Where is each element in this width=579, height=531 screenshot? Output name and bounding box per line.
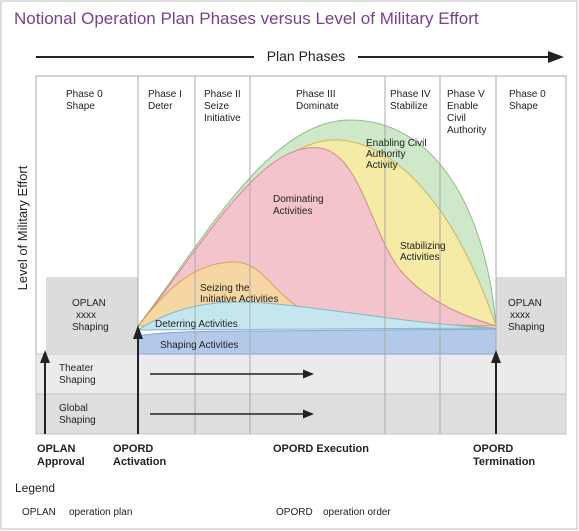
phase-header-3-dominate: Phase III Dominate — [296, 89, 339, 112]
legend-opord-abbr: OPORD — [276, 507, 313, 518]
oplan-approval-arrowhead — [40, 350, 50, 363]
legend-oplan-abbr: OPLAN — [22, 507, 56, 518]
oplan-left-box — [46, 277, 138, 354]
opord-execution-label: OPORD Execution — [273, 443, 369, 455]
plan-phases-arrowhead — [548, 51, 564, 63]
shaping-activities-label: Shaping Activities — [160, 340, 238, 351]
global-shaping-label: Global Shaping — [59, 403, 96, 426]
legend-title: Legend — [15, 481, 55, 495]
oplan-right-box — [496, 277, 566, 354]
dominating-activities-label: Dominating Activities — [273, 194, 326, 217]
phase-header-4-stabilize: Phase IV Stabilize — [390, 89, 433, 112]
opord-termination-arrowhead — [491, 350, 501, 363]
oplan-right-label: OPLAN xxxx Shaping — [508, 298, 545, 333]
theater-shaping-arrowhead — [303, 369, 314, 379]
phase-header-0-shape: Phase 0 Shape — [66, 89, 105, 112]
stabilizing-activities-label: Stabilizing Activities — [400, 241, 448, 263]
seizing-initiative-label: Seizing the Initiative Activities — [200, 283, 278, 305]
phase-header-2-seize: Phase II Seize Initiative — [204, 89, 243, 124]
global-shaping-arrowhead — [303, 409, 314, 419]
legend-oplan-desc: operation plan — [69, 507, 132, 518]
phase-header-1-deter: Phase I Deter — [148, 89, 185, 112]
theater-shaping-label: Theater Shaping — [59, 363, 96, 386]
opord-termination-label: OPORD Termination — [473, 443, 535, 468]
opord-activation-label: OPORD Activation — [113, 443, 166, 468]
phase-header-0-shape-end: Phase 0 Shape — [509, 89, 548, 112]
diagram-title: Notional Operation Plan Phases versus Le… — [14, 9, 479, 28]
enabling-civil-authority-label: Enabling Civil Authority Activity — [366, 138, 429, 171]
deterring-area — [136, 301, 497, 331]
opord-activation-arrowhead — [133, 325, 143, 339]
y-axis-label: Level of Military Effort — [15, 165, 30, 290]
oplan-left-label: OPLAN xxxx Shaping — [72, 298, 109, 333]
deterring-activities-label: Deterring Activities — [155, 319, 238, 330]
oplan-approval-label: OPLAN Approval — [37, 443, 85, 468]
legend-opord-desc: operation order — [323, 507, 391, 518]
plan-phases-label: Plan Phases — [267, 48, 346, 64]
phase-header-5-enable: Phase V Enable Civil Authority — [447, 89, 488, 136]
